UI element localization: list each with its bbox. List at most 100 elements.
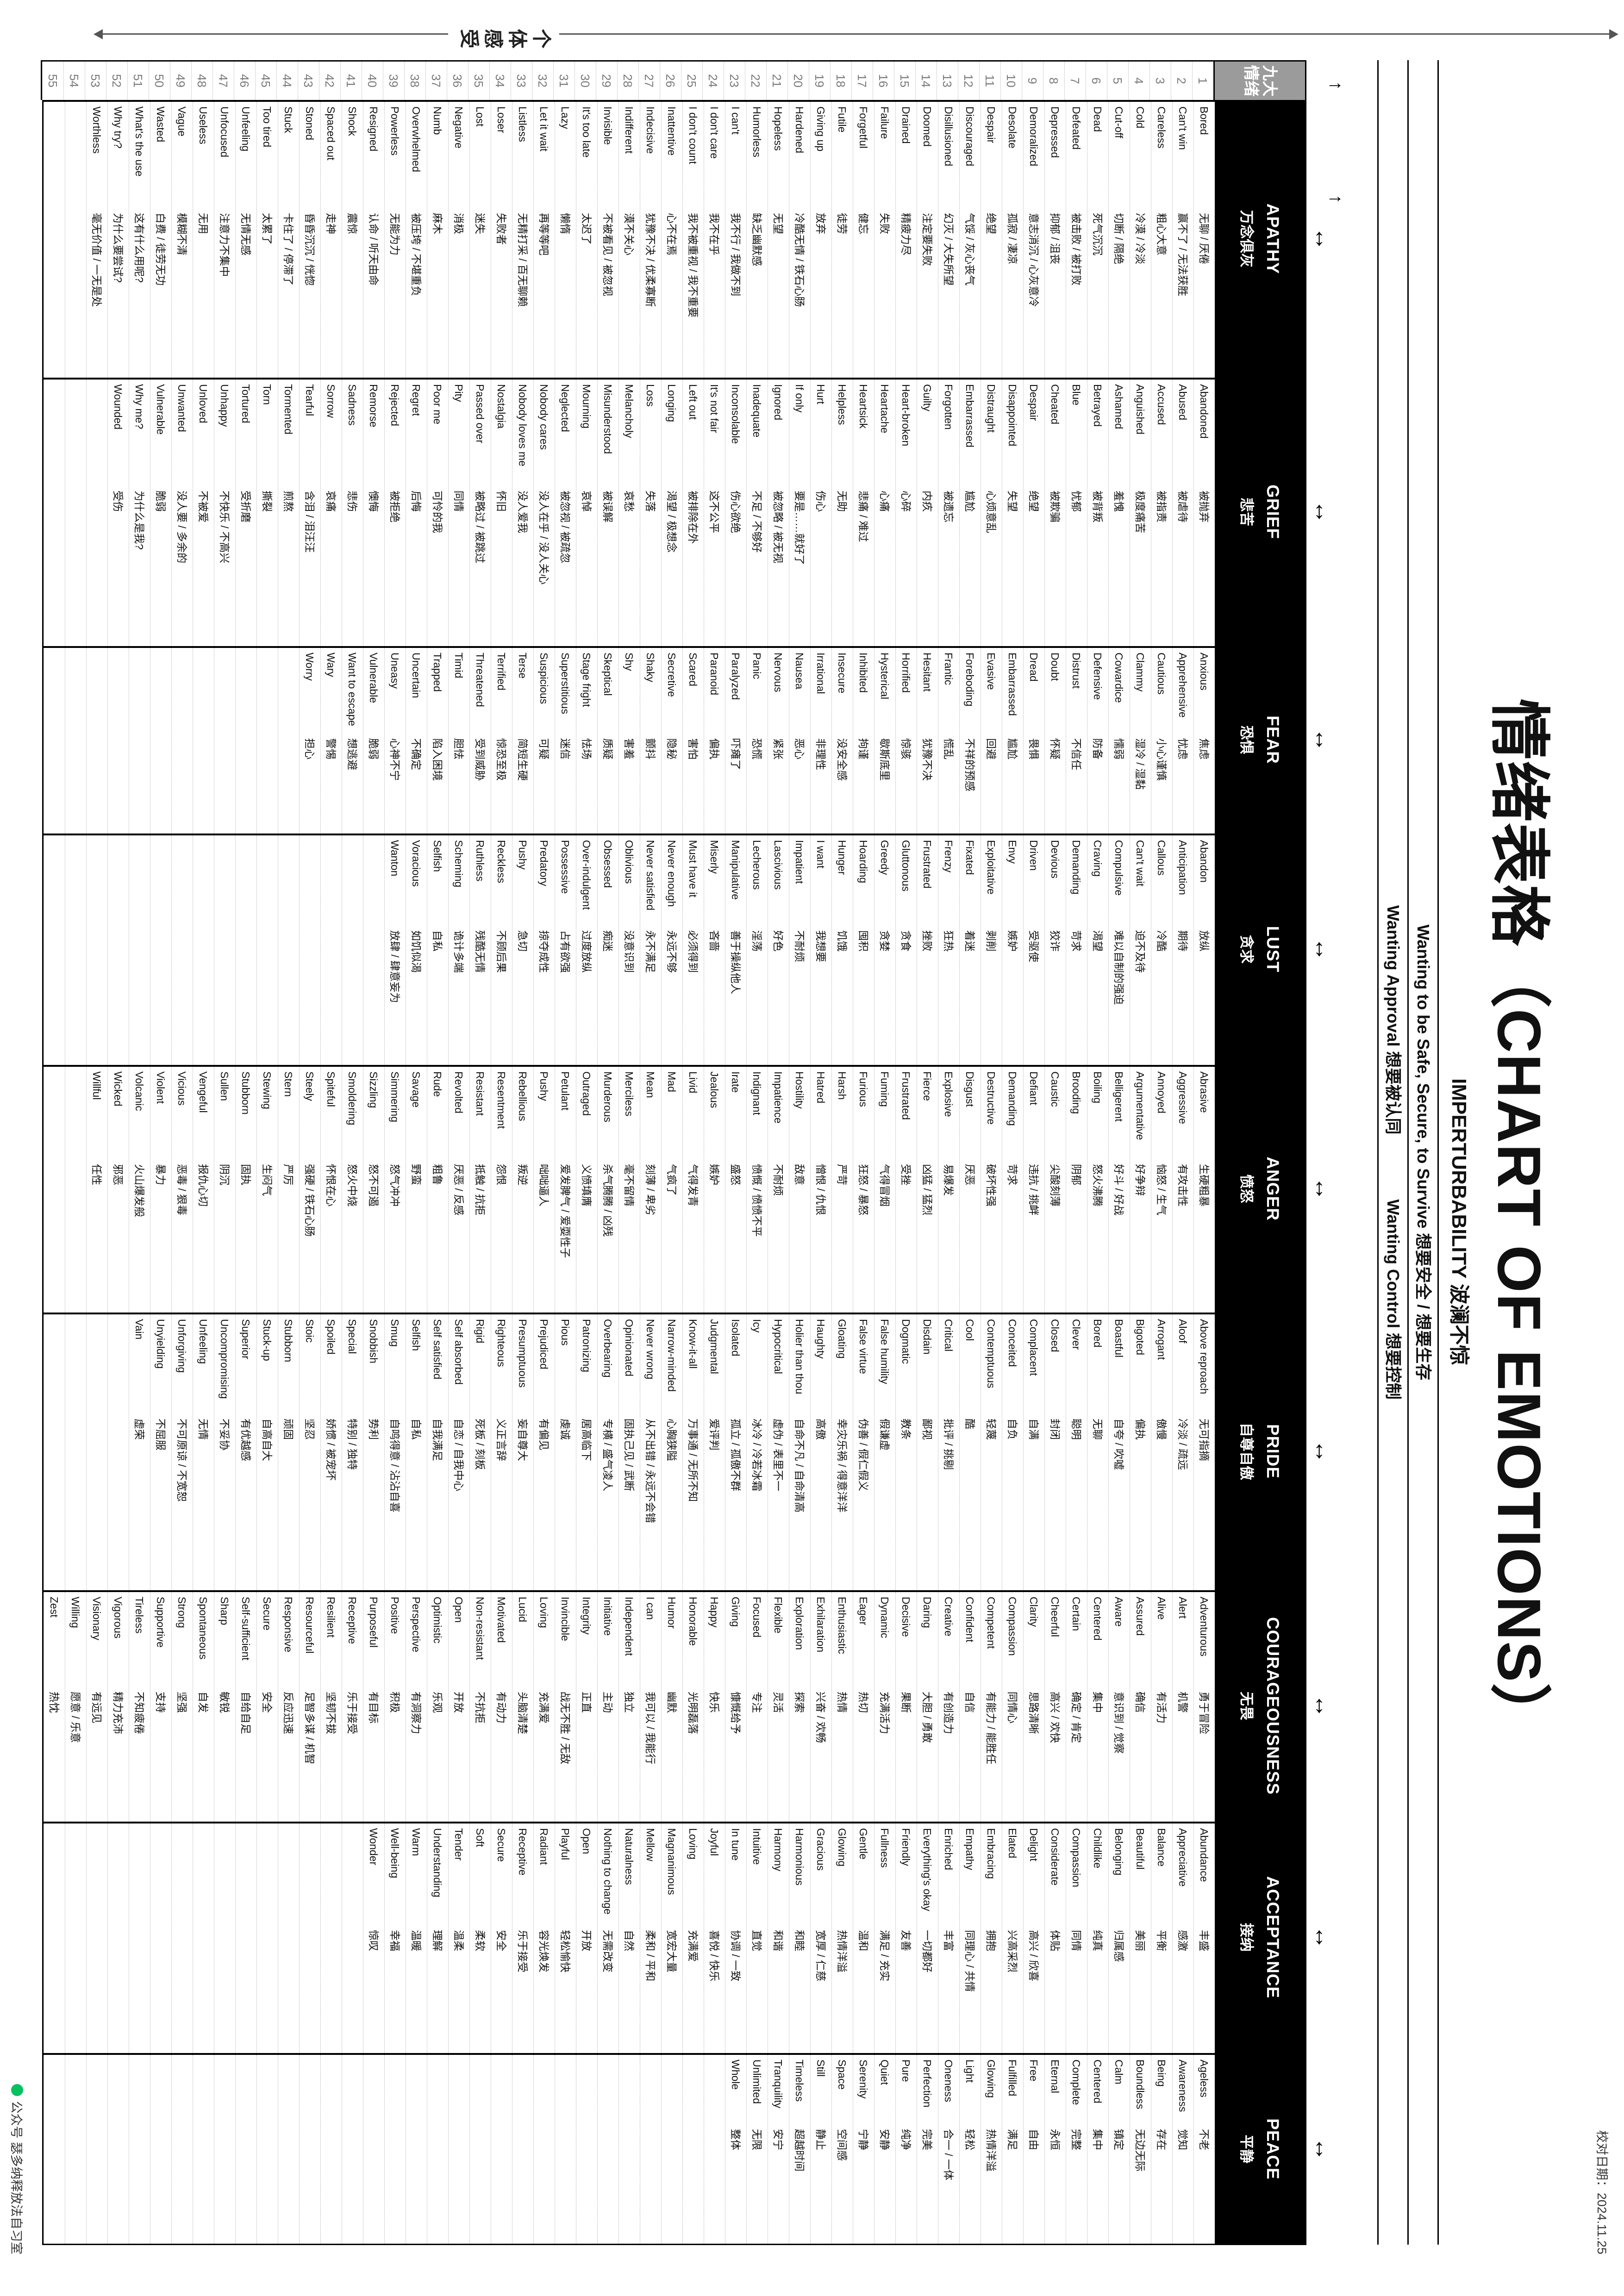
- emotion-zh: 悲痛 / 难过: [857, 491, 869, 542]
- emotion-cell: Irate 盛怒: [725, 1067, 746, 1313]
- emotion-en: [214, 1823, 235, 1930]
- emotion-cell: Opinionated 固执己见 / 武断: [618, 1314, 640, 1590]
- emotion-zh: 被抛弃: [1198, 491, 1210, 523]
- emotion-en: Reckless: [495, 840, 507, 884]
- emotion-en: [342, 2055, 363, 2129]
- emotion-en: Hatred: [815, 1071, 827, 1104]
- emotion-zh: [342, 1930, 363, 2053]
- emotion-en: Nobody loves me: [517, 384, 529, 467]
- emotion-zh: 心痛: [879, 491, 891, 512]
- emotion-cell: Purposeful 有目标: [363, 1592, 384, 1822]
- emotion-en: Holier than thou: [793, 1319, 806, 1394]
- emotion-cell: Unyielding 不屈服: [150, 1314, 171, 1590]
- emotion-zh: 渴望 / 极想念: [666, 491, 678, 553]
- emotion-en: [406, 2055, 427, 2129]
- emotion-cell: Wasted 白费 / 徒劳无功: [150, 102, 171, 378]
- emotion-zh: 自发: [197, 1692, 209, 1713]
- emotion-cell: Worthless 毫无价值 / 一无是处: [86, 102, 107, 378]
- emotion-cell: Predatory 掠夺成性: [533, 835, 555, 1065]
- page-title: 情绪表格（CHART OF EMOTIONS）: [1485, 698, 1553, 1745]
- emotion-cell: Vague 模糊不清: [171, 102, 193, 378]
- emotion-en: Pity: [453, 384, 465, 402]
- emotion-cell: Eternal 永恒: [1044, 2055, 1066, 2244]
- emotion-zh: 完整: [1070, 2129, 1082, 2150]
- emotion-zh: [150, 930, 171, 1065]
- row-number: 8: [1043, 62, 1064, 100]
- emotion-zh: [214, 2129, 235, 2244]
- emotion-en: Frustrated: [921, 840, 933, 889]
- emotion-cell: Bored 无聊: [1087, 1314, 1108, 1590]
- emotion-zh: 刻薄 / 卑劣: [644, 1164, 656, 1216]
- emotion-cell: Loss 失落: [640, 380, 661, 646]
- row-number: 37: [425, 62, 447, 100]
- row-number: 53: [85, 62, 106, 100]
- emotion-cell: Ignored 被忽略 / 被无视: [768, 380, 789, 646]
- emotion-en: Shy: [623, 653, 635, 671]
- emotion-zh: 教条: [900, 1419, 912, 1440]
- emotion-cell: [597, 2055, 618, 2244]
- emotion-en: Boiling: [1092, 1071, 1104, 1104]
- emotion-en: [44, 648, 65, 738]
- emotion-zh: 丰盛: [1198, 1930, 1210, 1951]
- emotion-zh: 放纵: [1198, 930, 1210, 952]
- emotion-en: Happy: [708, 1597, 720, 1628]
- emotion-cell: Can't wait 迫不及待: [1130, 835, 1151, 1065]
- emotion-en: Betrayed: [1092, 384, 1104, 427]
- emotion-en: Irate: [730, 1071, 742, 1093]
- emotion-cell: Stubborn 固执: [235, 1067, 256, 1313]
- emotion-en: Regret: [410, 384, 422, 417]
- row-number: 43: [298, 62, 319, 100]
- emotion-zh: 有能力 / 能胜任: [985, 1692, 997, 1765]
- emotion-zh: 杀气腾腾 / 凶残: [602, 1164, 614, 1237]
- emotion-en: Forgetful: [857, 106, 869, 149]
- emotion-zh: 暴力: [155, 1164, 167, 1185]
- emotion-zh: [87, 491, 107, 646]
- emotion-zh: 我想要: [815, 930, 827, 962]
- emotion-en: Haughty: [815, 1319, 827, 1359]
- row-number: 1: [1192, 62, 1213, 100]
- emotion-en: Friendly: [900, 1828, 912, 1866]
- emotion-zh: 尖酸刻薄: [1049, 1164, 1061, 1207]
- emotion-en: Centered: [1092, 1597, 1104, 1641]
- emotion-cell: Mellow 柔和 / 平和: [640, 1823, 661, 2053]
- emotion-cell: Hunger 饥饿: [831, 835, 853, 1065]
- emotion-en: [363, 2055, 384, 2129]
- emotion-cell: Demanding 苛求: [1066, 835, 1087, 1065]
- emotion-en: Flexible: [772, 1597, 784, 1634]
- category-column: ↔ GRIEF 悲苦 Abandoned 被抛弃 Abused 被虐待 Accused 被…: [41, 378, 1365, 646]
- emotion-en: [108, 1314, 129, 1419]
- emotion-en: Impatient: [793, 840, 806, 884]
- emotion-en: Suspicious: [538, 653, 550, 704]
- emotion-cell: Nostalgia 怀旧: [491, 380, 512, 646]
- emotion-en: Cold: [1134, 106, 1146, 129]
- emotion-zh: 体贴: [1049, 1930, 1061, 1951]
- category-name-en: COURAGEOUSNESS: [1263, 1617, 1282, 1795]
- emotion-cell: Unhappy 不快乐 / 不高兴: [214, 380, 235, 646]
- emotion-en: Dogmatic: [900, 1319, 912, 1364]
- emotion-cell: Foreboding 不祥的预感: [959, 648, 981, 834]
- emotion-zh: 违抗 / 挑衅: [1028, 1164, 1040, 1216]
- emotion-zh: 伪善 / 假仁假义: [857, 1419, 869, 1492]
- emotion-en: [129, 648, 150, 738]
- emotion-cell: Naturalness 自然: [618, 1823, 640, 2053]
- emotion-en: Why me?: [133, 384, 145, 429]
- emotion-cell: Exploitative 剥削: [981, 835, 1002, 1065]
- emotion-en: Disgust: [964, 1071, 976, 1107]
- emotion-zh: 诡计多端: [453, 930, 465, 973]
- emotion-cell: Spiteful 怀恨在心: [320, 1067, 342, 1313]
- emotion-en: [44, 835, 65, 930]
- emotion-en: Spontaneous: [197, 1597, 209, 1660]
- emotion-en: [87, 1823, 107, 1930]
- emotion-cell: Certain 确定 / 肯定: [1066, 1592, 1087, 1822]
- emotion-en: [172, 835, 193, 930]
- emotion-en: [576, 2055, 597, 2129]
- wechat-account-icon: [11, 2084, 24, 2097]
- emotion-en: Terse: [517, 653, 529, 679]
- emotion-en: Narrow-minded: [666, 1319, 678, 1392]
- emotion-en: Hostility: [793, 1071, 806, 1109]
- emotion-en: Doubt: [1049, 653, 1061, 681]
- row-number: 36: [447, 62, 468, 100]
- emotion-cell: Warm 温暖: [406, 1823, 427, 2053]
- emotion-zh: 受到威胁: [474, 738, 486, 781]
